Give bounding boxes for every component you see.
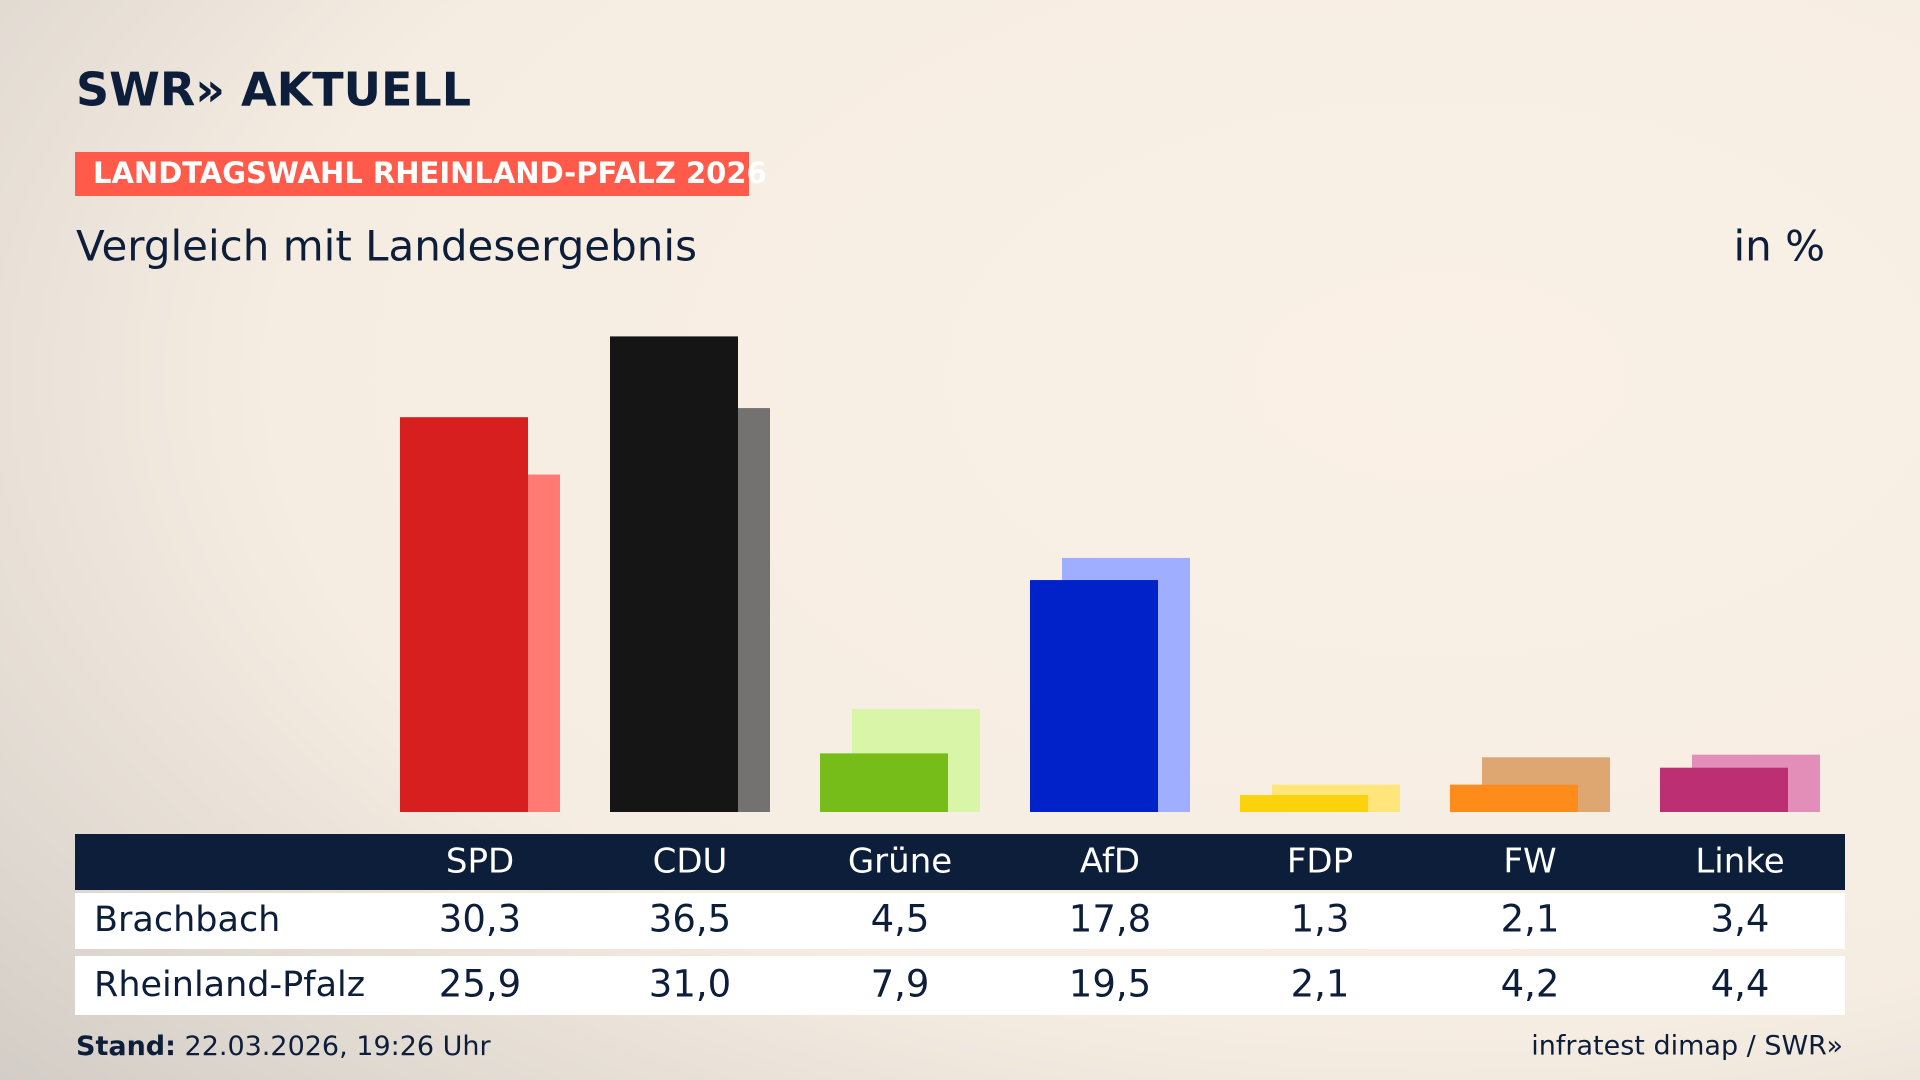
source: infratest dimap / SWR» xyxy=(1531,1031,1843,1062)
table-value: 3,4 xyxy=(1711,898,1770,941)
table-value: 19,5 xyxy=(1069,963,1151,1006)
table-value: 4,5 xyxy=(871,898,930,941)
bar xyxy=(1660,767,1788,812)
column-header: Grüne xyxy=(848,842,952,882)
table-value: 17,8 xyxy=(1069,898,1151,941)
table-value: 31,0 xyxy=(649,963,731,1006)
footer-date: 22.03.2026, 19:26 Uhr xyxy=(185,1031,492,1062)
table-header xyxy=(75,834,1845,890)
bar xyxy=(400,417,528,812)
table-value: 7,9 xyxy=(871,963,930,1006)
table-row xyxy=(75,956,1845,1015)
bar xyxy=(1450,784,1578,812)
badge xyxy=(75,152,749,196)
row-label: Brachbach xyxy=(94,900,280,940)
column-header: SPD xyxy=(446,842,514,882)
column-header: Linke xyxy=(1695,842,1784,882)
footer: Stand: 22.03.2026, 19:26 Uhr xyxy=(76,1031,492,1062)
bar xyxy=(1240,795,1368,812)
table-value: 25,9 xyxy=(439,963,521,1006)
bar xyxy=(1030,580,1158,812)
column-header: FDP xyxy=(1287,842,1353,882)
chart-title: Vergleich mit Landesergebnis xyxy=(76,222,697,271)
bar xyxy=(610,336,738,812)
table-value: 4,2 xyxy=(1501,963,1560,1006)
table-value: 2,1 xyxy=(1501,898,1560,941)
row-label: Rheinland-Pfalz xyxy=(94,965,365,1005)
table-value: 1,3 xyxy=(1291,898,1350,941)
column-header: FW xyxy=(1503,842,1556,882)
bar xyxy=(820,753,948,812)
footer-label: Stand: xyxy=(76,1031,176,1062)
unit-label: in % xyxy=(1733,222,1825,271)
table-value: 4,4 xyxy=(1711,963,1770,1006)
badge-text: LANDTAGSWAHL RHEINLAND-PFALZ 2026 xyxy=(93,156,767,190)
table-value: 36,5 xyxy=(649,898,731,941)
table-row xyxy=(75,893,1845,949)
column-header: CDU xyxy=(653,842,728,882)
brand-logo: SWR» AKTUELL xyxy=(76,63,471,117)
column-header: AfD xyxy=(1080,842,1140,882)
table-value: 2,1 xyxy=(1291,963,1350,1006)
table-value: 30,3 xyxy=(439,898,521,941)
